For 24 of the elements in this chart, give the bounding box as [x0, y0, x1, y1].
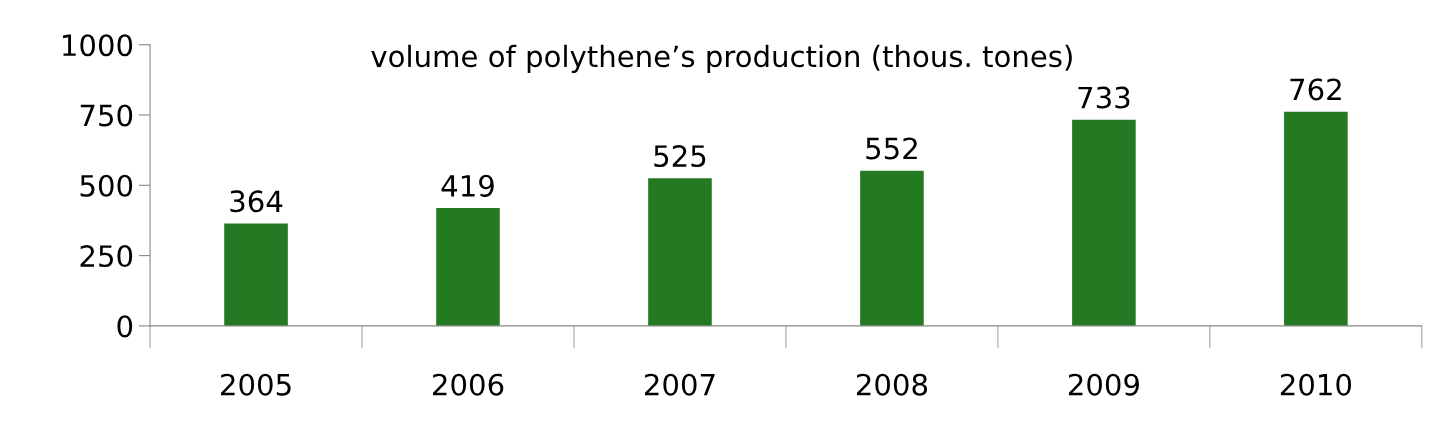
- x-tick-label: 2008: [856, 373, 928, 396]
- data-label: 762: [1290, 78, 1341, 101]
- data-label: 364: [230, 190, 283, 213]
- y-tick-label: 250: [80, 245, 133, 268]
- x-tick-label: 2010: [1280, 373, 1352, 396]
- bar: [436, 208, 500, 326]
- x-tick-label: 2006: [433, 373, 504, 396]
- bar: [648, 178, 712, 326]
- data-label: 419: [441, 174, 494, 197]
- data-label: 525: [654, 145, 706, 168]
- x-tick-label: 2007: [644, 373, 715, 396]
- data-label: 552: [866, 137, 917, 160]
- bar: [224, 223, 288, 326]
- chart-title: volume of polythene’s production (thous. tones): [371, 44, 1072, 73]
- x-tick-label: 2009: [1068, 373, 1139, 396]
- y-tick-label: 750: [80, 104, 133, 127]
- y-tick-label: 0: [117, 315, 133, 338]
- x-tick-label: 2005: [221, 373, 291, 396]
- data-label: 733: [1078, 86, 1130, 109]
- y-tick-label: 1000: [63, 34, 133, 57]
- bar: [1072, 119, 1136, 326]
- bar: [860, 170, 924, 326]
- bar: [1284, 111, 1348, 326]
- y-tick-label: 500: [80, 174, 133, 197]
